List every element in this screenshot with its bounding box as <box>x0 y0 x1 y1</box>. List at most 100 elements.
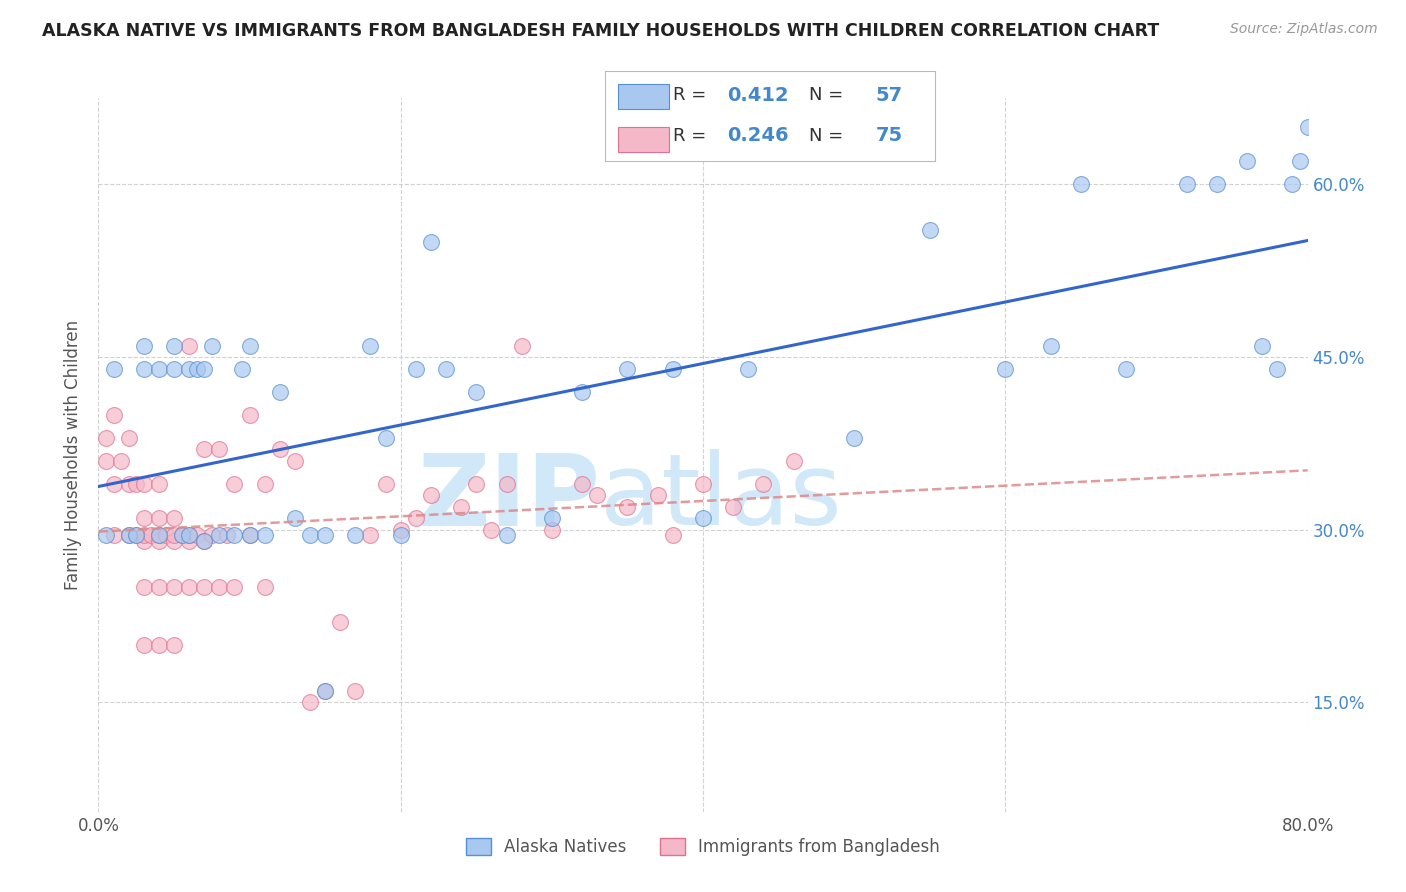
Point <box>231 361 253 376</box>
Point <box>132 476 155 491</box>
Point <box>737 361 759 376</box>
Point <box>148 511 170 525</box>
Point <box>420 488 443 502</box>
Point <box>186 528 208 542</box>
Point <box>360 528 382 542</box>
Point <box>132 534 155 549</box>
Point <box>389 528 412 542</box>
Point <box>314 684 336 698</box>
Point <box>163 528 186 542</box>
Point <box>141 528 163 542</box>
Point <box>329 615 352 629</box>
Point <box>148 534 170 549</box>
Point <box>1070 178 1092 192</box>
FancyBboxPatch shape <box>617 84 669 109</box>
Point <box>434 361 457 376</box>
Point <box>208 442 231 457</box>
Point <box>132 338 155 352</box>
Point <box>374 431 396 445</box>
Point <box>118 528 141 542</box>
Point <box>125 528 148 542</box>
Text: ALASKA NATIVE VS IMMIGRANTS FROM BANGLADESH FAMILY HOUSEHOLDS WITH CHILDREN CORR: ALASKA NATIVE VS IMMIGRANTS FROM BANGLAD… <box>42 22 1160 40</box>
Point <box>201 338 224 352</box>
Point <box>94 431 117 445</box>
Point <box>1236 154 1258 169</box>
Point <box>148 528 170 542</box>
Point <box>132 580 155 594</box>
Point <box>132 511 155 525</box>
Point <box>495 528 517 542</box>
Point <box>918 223 941 237</box>
Point <box>224 528 246 542</box>
Point <box>239 528 262 542</box>
Point <box>284 511 307 525</box>
Point <box>163 511 186 525</box>
Point <box>752 476 775 491</box>
Point <box>163 580 186 594</box>
Point <box>170 528 193 542</box>
Point <box>148 580 170 594</box>
Text: R =: R = <box>673 87 713 104</box>
Point <box>148 638 170 652</box>
Point <box>1267 361 1289 376</box>
Point <box>405 361 427 376</box>
Point <box>118 528 141 542</box>
Point <box>179 534 201 549</box>
Point <box>692 511 714 525</box>
Point <box>314 684 336 698</box>
Text: Source: ZipAtlas.com: Source: ZipAtlas.com <box>1230 22 1378 37</box>
Point <box>179 528 201 542</box>
Point <box>186 361 208 376</box>
Point <box>450 500 472 514</box>
Point <box>586 488 609 502</box>
Point <box>269 384 291 399</box>
Point <box>844 431 866 445</box>
Point <box>163 361 186 376</box>
Point <box>148 361 170 376</box>
Point <box>465 384 488 399</box>
Point <box>994 361 1017 376</box>
Point <box>155 528 177 542</box>
Point <box>662 361 685 376</box>
Point <box>360 338 382 352</box>
Y-axis label: Family Households with Children: Family Households with Children <box>65 320 83 590</box>
Point <box>1296 120 1319 134</box>
Point <box>103 476 125 491</box>
Text: R =: R = <box>673 127 713 145</box>
Point <box>110 453 132 467</box>
Point <box>269 442 291 457</box>
Point <box>299 528 322 542</box>
Legend: Alaska Natives, Immigrants from Bangladesh: Alaska Natives, Immigrants from Banglade… <box>457 830 949 864</box>
Point <box>540 511 562 525</box>
Point <box>103 528 125 542</box>
Point <box>148 528 170 542</box>
Point <box>299 695 322 709</box>
Point <box>239 408 262 422</box>
Text: 0.246: 0.246 <box>727 126 789 145</box>
Point <box>540 523 562 537</box>
Text: ZIP: ZIP <box>418 450 600 546</box>
Point <box>389 523 412 537</box>
Point <box>344 528 367 542</box>
Point <box>1281 178 1303 192</box>
Point <box>163 638 186 652</box>
Text: 75: 75 <box>876 126 903 145</box>
Point <box>253 528 276 542</box>
Point <box>170 528 193 542</box>
Point <box>344 684 367 698</box>
Point <box>465 476 488 491</box>
Point <box>1039 338 1062 352</box>
Point <box>420 235 443 249</box>
Point <box>1175 178 1198 192</box>
Point <box>179 361 201 376</box>
Point <box>193 442 215 457</box>
Point <box>193 580 215 594</box>
Point <box>118 476 141 491</box>
Point <box>179 580 201 594</box>
Point <box>224 476 246 491</box>
Point <box>148 476 170 491</box>
Point <box>215 528 238 542</box>
Point <box>125 476 148 491</box>
Point <box>193 534 215 549</box>
Point <box>253 580 276 594</box>
